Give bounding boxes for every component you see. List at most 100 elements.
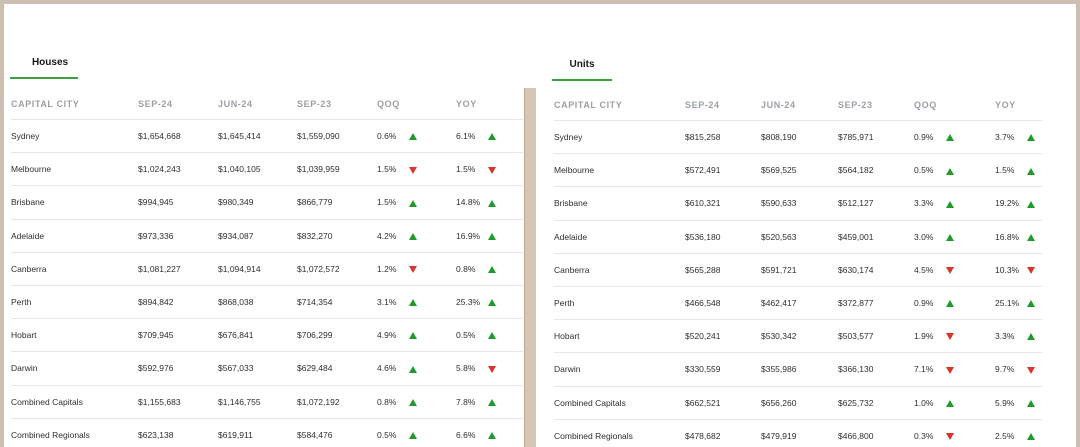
qoq-value: 0.3% bbox=[914, 430, 934, 441]
jun24-cell: $1,040,105 bbox=[218, 152, 297, 187]
table-row: Adelaide $973,336 $934,087 $832,270 4.2% 16.9… bbox=[11, 219, 523, 253]
sep24-cell: $330,559 bbox=[685, 352, 761, 387]
city-cell: Hobart bbox=[554, 319, 685, 354]
houses-table: CAPITAL CITY SEP-24 JUN-24 SEP-23 QOQ YO… bbox=[11, 89, 523, 447]
arrow-up-icon bbox=[488, 266, 496, 274]
qoq-value: 3.1% bbox=[377, 297, 397, 308]
arrow-up-icon bbox=[488, 299, 496, 307]
jun24-cell: $676,841 bbox=[218, 318, 297, 353]
yoy-value: 3.3% bbox=[995, 331, 1015, 342]
table-row: Melbourne $572,491 $569,525 $564,182 0.5% 1.5… bbox=[554, 153, 1042, 188]
qoq-value: 7.1% bbox=[914, 364, 934, 375]
yoy-cell: 1.5% bbox=[456, 152, 523, 187]
arrow-up-icon bbox=[409, 133, 417, 141]
yoy-cell: 19.2% bbox=[995, 186, 1042, 221]
tab-units-underline bbox=[552, 79, 612, 81]
sep23-cell: $1,072,192 bbox=[297, 385, 377, 419]
table-row: Hobart $709,945 $676,841 $706,299 4.9% 0.5% bbox=[11, 318, 523, 353]
qoq-value: 3.3% bbox=[914, 198, 934, 209]
qoq-value: 1.0% bbox=[914, 397, 934, 408]
arrow-up-icon bbox=[488, 199, 496, 207]
header-capital-city: CAPITAL CITY bbox=[11, 89, 138, 120]
sep24-cell: $994,945 bbox=[138, 185, 218, 220]
yoy-value: 9.7% bbox=[995, 364, 1015, 375]
city-cell: Canberra bbox=[11, 252, 138, 286]
city-cell: Combined Capitals bbox=[554, 386, 685, 420]
jun24-cell: $591,721 bbox=[761, 253, 838, 287]
yoy-cell: 5.9% bbox=[995, 386, 1042, 420]
yoy-cell: 10.3% bbox=[995, 253, 1042, 287]
qoq-value: 4.6% bbox=[377, 363, 397, 374]
jun24-cell: $530,342 bbox=[761, 319, 838, 354]
arrow-up-icon bbox=[946, 300, 954, 308]
arrow-down-icon bbox=[1027, 366, 1035, 374]
yoy-value: 5.8% bbox=[456, 363, 476, 374]
sep24-cell: $1,654,668 bbox=[138, 119, 218, 154]
city-cell: Perth bbox=[554, 286, 685, 321]
yoy-cell: 16.8% bbox=[995, 220, 1042, 254]
yoy-cell: 3.7% bbox=[995, 120, 1042, 155]
jun24-cell: $934,087 bbox=[218, 219, 297, 253]
qoq-cell: 4.5% bbox=[914, 253, 995, 287]
yoy-value: 3.7% bbox=[995, 132, 1015, 143]
jun24-cell: $808,190 bbox=[761, 120, 838, 155]
arrow-up-icon bbox=[488, 432, 496, 440]
sep23-cell: $366,130 bbox=[838, 352, 914, 387]
table-row: Canberra $565,288 $591,721 $630,174 4.5% 10.3… bbox=[554, 253, 1042, 287]
arrow-up-icon bbox=[488, 398, 496, 406]
jun24-cell: $656,260 bbox=[761, 386, 838, 420]
sep24-cell: $572,491 bbox=[685, 153, 761, 188]
yoy-value: 0.5% bbox=[456, 330, 476, 341]
qoq-value: 1.5% bbox=[377, 164, 397, 175]
sep24-cell: $466,548 bbox=[685, 286, 761, 321]
sep23-cell: $629,484 bbox=[297, 351, 377, 386]
city-cell: Sydney bbox=[554, 120, 685, 155]
jun24-cell: $980,349 bbox=[218, 185, 297, 220]
arrow-up-icon bbox=[409, 398, 417, 406]
qoq-cell: 1.0% bbox=[914, 386, 995, 420]
city-cell: Combined Capitals bbox=[11, 385, 138, 419]
content-frame: Houses CAPITAL CITY SEP-24 JUN-24 SEP-23… bbox=[4, 4, 1076, 447]
qoq-value: 0.5% bbox=[377, 429, 397, 440]
sep24-cell: $592,976 bbox=[138, 351, 218, 386]
tab-units[interactable]: Units bbox=[569, 59, 595, 70]
sep24-cell: $1,024,243 bbox=[138, 152, 218, 187]
sep24-cell: $1,155,683 bbox=[138, 385, 218, 419]
arrow-up-icon bbox=[1027, 134, 1035, 142]
header-yoy: YOY bbox=[456, 89, 523, 120]
header-yoy: YOY bbox=[995, 90, 1042, 121]
jun24-cell: $1,146,755 bbox=[218, 385, 297, 419]
table-row: Darwin $592,976 $567,033 $629,484 4.6% 5.8% bbox=[11, 351, 523, 386]
table-row: Adelaide $536,180 $520,563 $459,001 3.0% 16.8… bbox=[554, 220, 1042, 254]
table-row: Brisbane $994,945 $980,349 $866,779 1.5% 14.8… bbox=[11, 185, 523, 220]
yoy-cell: 25.3% bbox=[456, 285, 523, 320]
jun24-cell: $462,417 bbox=[761, 286, 838, 321]
arrow-down-icon bbox=[946, 433, 954, 441]
arrow-up-icon bbox=[409, 199, 417, 207]
sep24-cell: $1,081,227 bbox=[138, 252, 218, 286]
table-row: Canberra $1,081,227 $1,094,914 $1,072,572 1.… bbox=[11, 252, 523, 286]
city-cell: Melbourne bbox=[554, 153, 685, 188]
qoq-cell: 0.8% bbox=[377, 385, 456, 419]
yoy-value: 1.5% bbox=[995, 165, 1015, 176]
yoy-value: 10.3% bbox=[995, 264, 1020, 275]
panel-divider bbox=[524, 88, 536, 447]
arrow-down-icon bbox=[946, 366, 954, 374]
qoq-cell: 3.0% bbox=[914, 220, 995, 254]
qoq-value: 0.9% bbox=[914, 132, 934, 143]
sep23-cell: $564,182 bbox=[838, 153, 914, 188]
header-capital-city: CAPITAL CITY bbox=[554, 90, 685, 121]
yoy-cell: 3.3% bbox=[995, 319, 1042, 354]
qoq-cell: 4.6% bbox=[377, 351, 456, 386]
table-row: Combined Regionals $623,138 $619,911 $584,4… bbox=[11, 418, 523, 447]
city-cell: Adelaide bbox=[11, 219, 138, 253]
yoy-value: 2.5% bbox=[995, 430, 1015, 441]
sep23-cell: $714,354 bbox=[297, 285, 377, 320]
tab-houses[interactable]: Houses bbox=[31, 57, 69, 68]
table-header-row: CAPITAL CITY SEP-24 JUN-24 SEP-23 QOQ YO… bbox=[11, 89, 523, 120]
qoq-cell: 1.5% bbox=[377, 152, 456, 187]
yoy-value: 0.8% bbox=[456, 263, 476, 274]
qoq-value: 3.0% bbox=[914, 231, 934, 242]
yoy-cell: 6.1% bbox=[456, 119, 523, 154]
header-sep-23: SEP-23 bbox=[838, 90, 914, 121]
